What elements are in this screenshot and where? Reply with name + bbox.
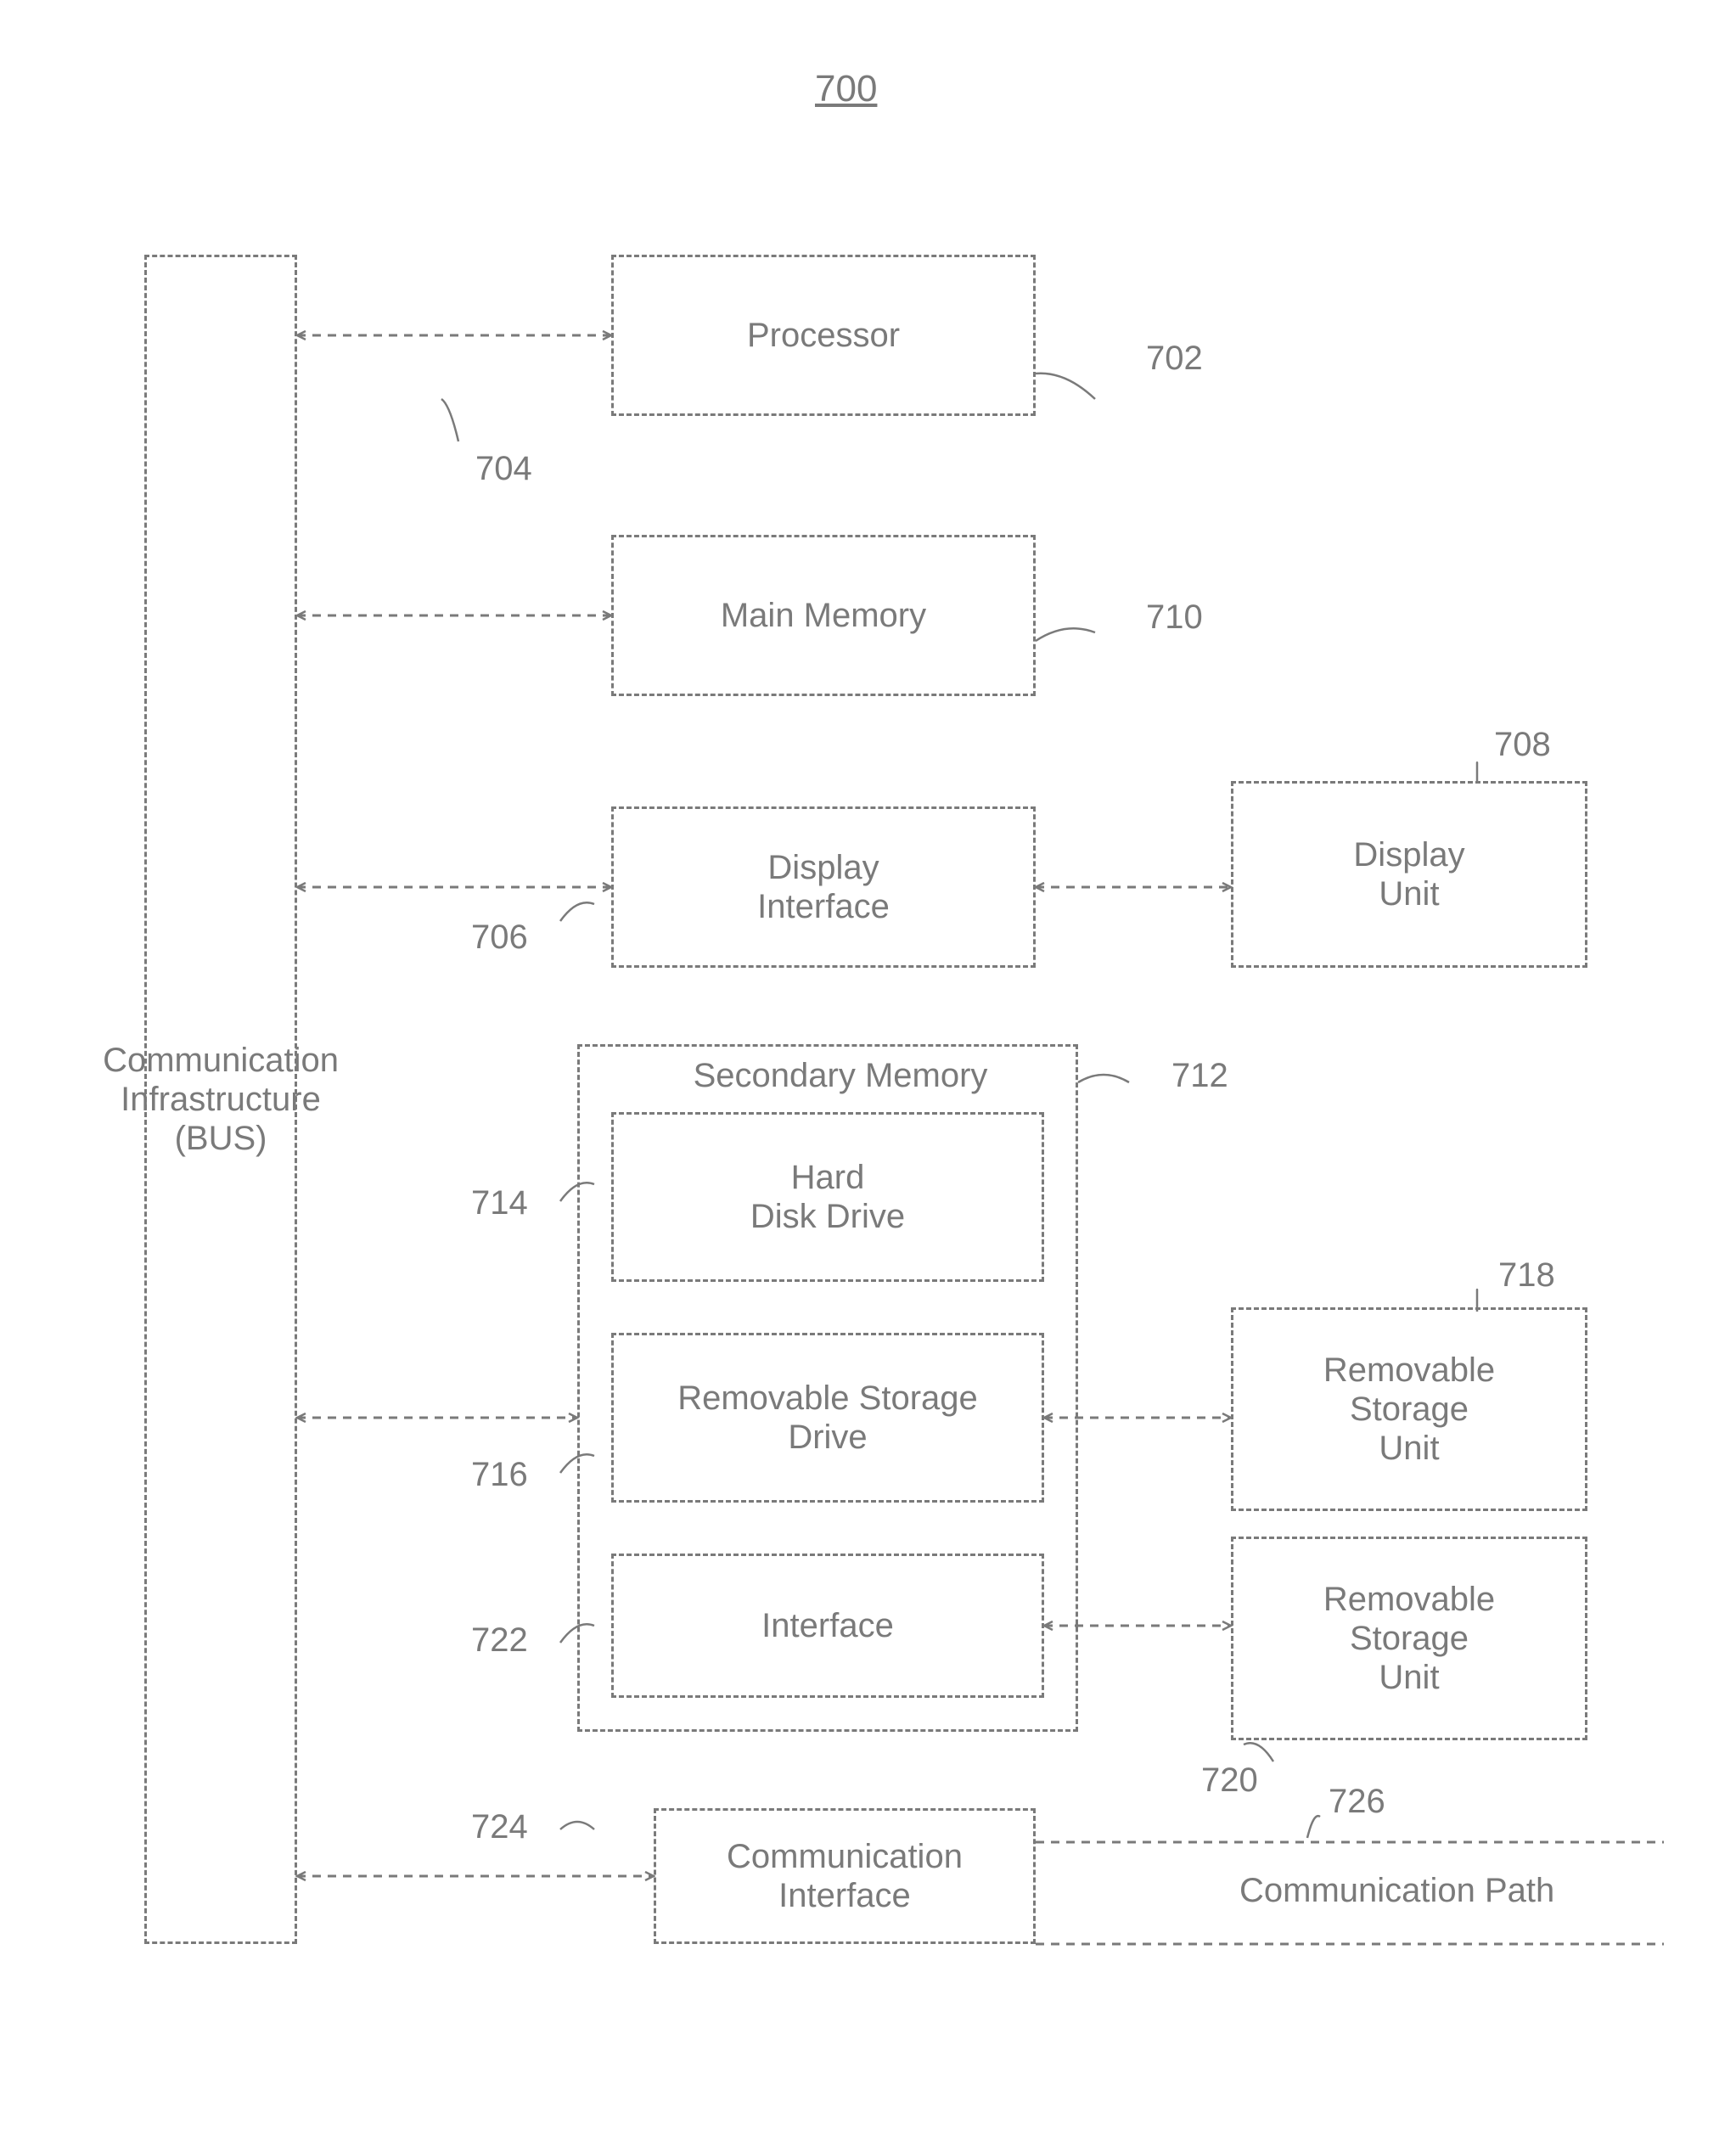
box-display-interface-label: DisplayInterface [757,848,890,926]
figure-number: 700 [815,68,877,110]
box-display-unit-label: DisplayUnit [1353,835,1464,913]
box-rsu1-label: RemovableStorageUnit [1323,1351,1495,1468]
box-processor-label: Processor [747,316,900,355]
box-hard-disk-label: HardDisk Drive [750,1158,905,1236]
box-display-unit: DisplayUnit [1231,781,1587,968]
box-comm-interface-label: CommunicationInterface [727,1837,963,1915]
ref-726: 726 [1329,1783,1385,1821]
box-bus-label: CommunicationInfrastructure(BUS) [103,1041,339,1158]
ref-716: 716 [471,1456,528,1494]
ref-706: 706 [471,919,528,957]
box-bus: CommunicationInfrastructure(BUS) [144,255,297,1944]
ref-724: 724 [471,1808,528,1846]
ref-714: 714 [471,1184,528,1222]
ref-704: 704 [475,450,532,488]
ref-718: 718 [1498,1256,1555,1295]
box-rsu2-label: RemovableStorageUnit [1323,1580,1495,1697]
box-hard-disk: HardDisk Drive [611,1112,1044,1282]
communication-path-label: Communication Path [1239,1872,1554,1910]
box-display-interface: DisplayInterface [611,806,1036,968]
box-processor: Processor [611,255,1036,416]
box-removable-storage-unit-1: RemovableStorageUnit [1231,1307,1587,1511]
box-interface-label: Interface [761,1606,894,1645]
box-main-memory-label: Main Memory [721,596,926,635]
ref-720: 720 [1201,1761,1258,1800]
box-communication-interface: CommunicationInterface [654,1808,1036,1944]
box-rsd-label: Removable StorageDrive [677,1379,978,1457]
ref-702: 702 [1146,340,1203,378]
ref-722: 722 [471,1621,528,1660]
box-removable-storage-unit-2: RemovableStorageUnit [1231,1537,1587,1740]
ref-712: 712 [1171,1057,1228,1095]
ref-708: 708 [1494,726,1551,764]
box-main-memory: Main Memory [611,535,1036,696]
ref-710: 710 [1146,598,1203,637]
diagram-container: 700 CommunicationInfrastructure(BUS) Pro… [0,0,1736,2152]
secondary-memory-title: Secondary Memory [654,1057,1027,1095]
box-interface: Interface [611,1554,1044,1698]
box-removable-storage-drive: Removable StorageDrive [611,1333,1044,1503]
